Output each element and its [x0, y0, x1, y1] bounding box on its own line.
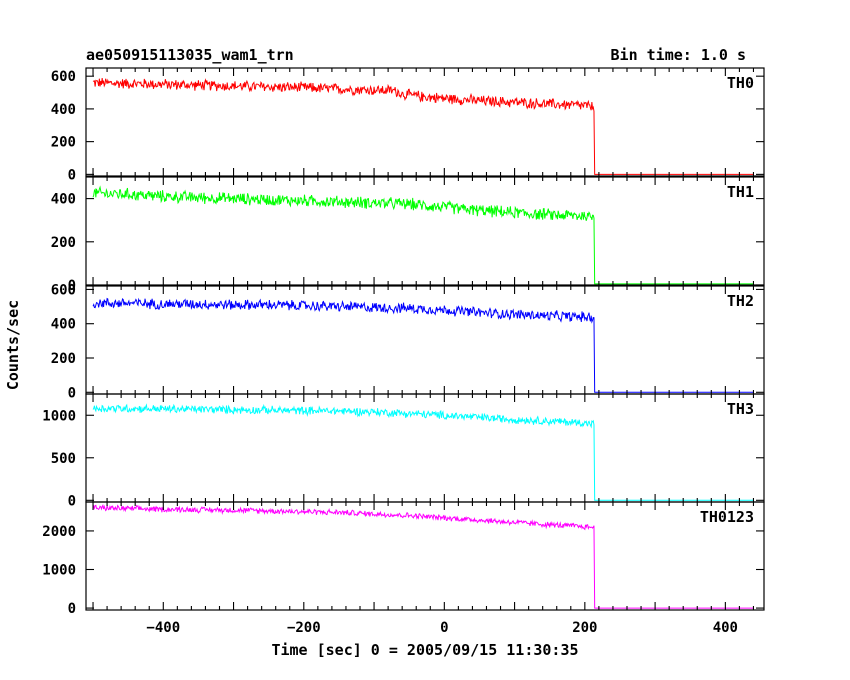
y-tick-label: 1000	[42, 563, 76, 579]
y-tick-label: 1000	[42, 408, 76, 424]
series-line-th0	[92, 78, 754, 175]
panel-label-th0: TH0	[727, 74, 754, 92]
chart-title: ae050915113035_wam1_trn	[86, 46, 294, 64]
y-tick-label: 0	[68, 601, 76, 617]
panel-frame	[85, 393, 765, 503]
panel-th0123: 0 1000 2000 TH0123	[42, 501, 765, 617]
y-tick-label: 400	[51, 317, 76, 333]
panel-label-th0123: TH0123	[700, 508, 754, 526]
panels-group: 0 200 400 600 TH0 0 200 400 TH1 0 200 400 600 TH2 0 500…	[42, 67, 765, 617]
panel-frame	[85, 176, 765, 286]
panel-frame	[85, 501, 765, 611]
series-line-th0123	[92, 503, 754, 609]
y-tick-label: 600	[51, 69, 76, 85]
y-tick-label: 400	[51, 102, 76, 118]
y-tick-label: 200	[51, 235, 76, 251]
x-tick-label: 200	[572, 620, 597, 636]
x-tick-label: 0	[440, 620, 448, 636]
panel-th1: 0 200 400 TH1	[51, 176, 765, 294]
panel-label-th2: TH2	[727, 292, 754, 310]
panel-label-th1: TH1	[727, 183, 754, 201]
y-tick-label: 200	[51, 135, 76, 151]
x-axis-ticks: −400 −200 0 200 400	[146, 620, 738, 636]
panel-th2: 0 200 400 600 TH2	[51, 282, 765, 401]
y-tick-label: 600	[51, 282, 76, 298]
panel-th3: 0 500 1000 TH3	[42, 393, 765, 509]
series-line-th3	[92, 403, 754, 501]
y-tick-label: 200	[51, 351, 76, 367]
y-tick-label: 500	[51, 451, 76, 467]
y-tick-label: 2000	[42, 524, 76, 540]
x-axis-label: Time [sec] 0 = 2005/09/15 11:30:35	[271, 641, 578, 659]
series-line-th2	[92, 297, 754, 393]
y-tick-label: 400	[51, 192, 76, 208]
series-line-th1	[92, 185, 754, 285]
x-tick-label: −200	[287, 620, 321, 636]
panel-label-th3: TH3	[727, 400, 754, 418]
y-tick-label: 0	[68, 167, 76, 183]
panel-frame	[85, 67, 765, 177]
x-tick-label: −400	[146, 620, 180, 636]
y-tick-label: 0	[68, 278, 76, 294]
y-tick-label: 0	[68, 493, 76, 509]
panel-th0: 0 200 400 600 TH0	[51, 67, 765, 183]
x-tick-label: 400	[713, 620, 738, 636]
y-tick-label: 0	[68, 385, 76, 401]
y-axis-label: Counts/sec	[4, 300, 22, 390]
bin-time-label: Bin time: 1.0 s	[611, 46, 746, 64]
